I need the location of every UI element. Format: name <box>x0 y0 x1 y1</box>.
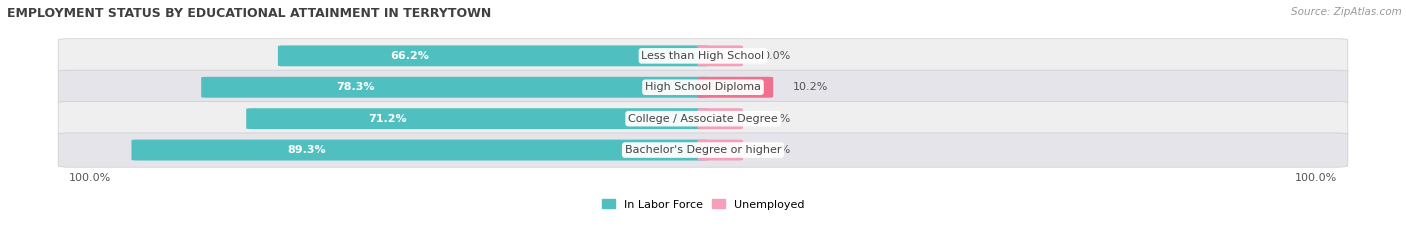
Text: High School Diploma: High School Diploma <box>645 82 761 92</box>
FancyBboxPatch shape <box>697 77 773 98</box>
Text: 0.0%: 0.0% <box>762 145 790 155</box>
FancyBboxPatch shape <box>58 102 1348 136</box>
Text: 0.0%: 0.0% <box>762 51 790 61</box>
Text: College / Associate Degree: College / Associate Degree <box>628 114 778 124</box>
FancyBboxPatch shape <box>201 77 709 98</box>
Legend: In Labor Force, Unemployed: In Labor Force, Unemployed <box>598 195 808 214</box>
Text: 66.2%: 66.2% <box>389 51 429 61</box>
Text: Bachelor's Degree or higher: Bachelor's Degree or higher <box>624 145 782 155</box>
FancyBboxPatch shape <box>58 70 1348 104</box>
Text: 78.3%: 78.3% <box>336 82 375 92</box>
Text: 0.0%: 0.0% <box>762 114 790 124</box>
Text: 10.2%: 10.2% <box>793 82 828 92</box>
Text: 71.2%: 71.2% <box>368 114 406 124</box>
FancyBboxPatch shape <box>697 45 742 66</box>
Text: 100.0%: 100.0% <box>69 173 111 183</box>
FancyBboxPatch shape <box>58 39 1348 73</box>
FancyBboxPatch shape <box>132 140 709 161</box>
Text: EMPLOYMENT STATUS BY EDUCATIONAL ATTAINMENT IN TERRYTOWN: EMPLOYMENT STATUS BY EDUCATIONAL ATTAINM… <box>7 7 491 20</box>
Text: Source: ZipAtlas.com: Source: ZipAtlas.com <box>1291 7 1402 17</box>
Text: 100.0%: 100.0% <box>1295 173 1337 183</box>
Text: Less than High School: Less than High School <box>641 51 765 61</box>
FancyBboxPatch shape <box>58 133 1348 167</box>
FancyBboxPatch shape <box>278 45 709 66</box>
FancyBboxPatch shape <box>246 108 709 129</box>
FancyBboxPatch shape <box>697 108 742 129</box>
Text: 89.3%: 89.3% <box>287 145 326 155</box>
FancyBboxPatch shape <box>697 140 742 161</box>
